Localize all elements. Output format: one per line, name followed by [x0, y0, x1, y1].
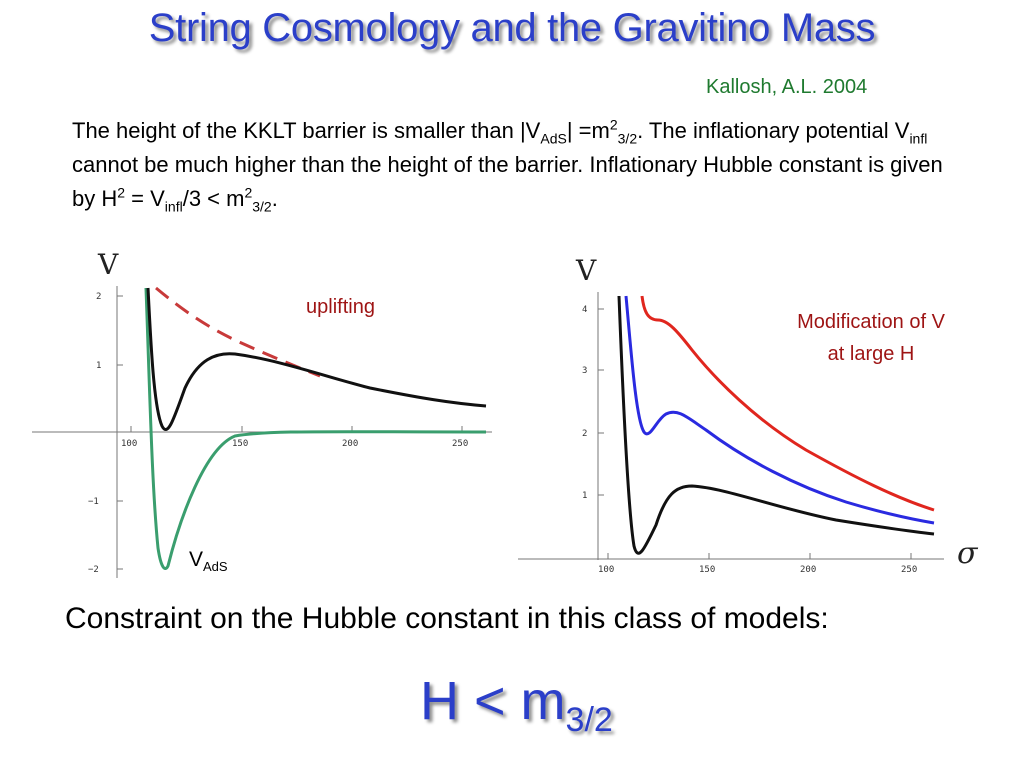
sigma-axis-label: σ	[957, 536, 978, 571]
left-ytick-neg1: −1	[88, 497, 99, 507]
constraint-text: Constraint on the Hubble constant in thi…	[65, 602, 829, 635]
red-curve	[640, 295, 935, 512]
uplifting-dashed-curve	[155, 286, 321, 378]
uplifting-label: uplifting	[306, 296, 375, 318]
left-ytick-2: 2	[96, 292, 101, 302]
left-ytick-neg2: −2	[88, 565, 99, 575]
left-potential-plot: V 2 1 −1 −2 100 150 200 250	[30, 248, 500, 588]
vads-label: VAdS	[189, 548, 228, 575]
right-ytick-1: 1	[582, 491, 587, 501]
right-xtick-250: 250	[901, 565, 917, 575]
slide-title: String Cosmology and the Gravitino Mass	[148, 6, 876, 50]
right-xtick-100: 100	[598, 565, 614, 575]
black-curve	[617, 295, 935, 555]
black-uplifted-curve	[146, 287, 487, 432]
citation: Kallosh, A.L. 2004	[706, 76, 868, 98]
right-ytick-3: 3	[582, 366, 587, 376]
left-xtick-250: 250	[452, 439, 468, 449]
left-xtick-100: 100	[121, 439, 137, 449]
blue-curve	[624, 295, 935, 525]
left-xtick-200: 200	[342, 439, 358, 449]
description-paragraph: The height of the KKLT barrier is smalle…	[72, 116, 943, 215]
left-xtick-150: 150	[232, 439, 248, 449]
right-xtick-200: 200	[800, 565, 816, 575]
left-y-axis-label: V	[97, 248, 119, 281]
right-ytick-2: 2	[582, 429, 587, 439]
left-ytick-1: 1	[96, 361, 101, 371]
result-formula: H < m3/2	[420, 671, 613, 739]
right-y-axis-label: V	[575, 254, 597, 287]
right-ytick-4: 4	[582, 305, 587, 315]
right-potential-plot: V 4 3 2 1 100 150 200 250	[516, 250, 946, 580]
green-ads-curve	[144, 287, 487, 571]
right-xtick-150: 150	[699, 565, 715, 575]
